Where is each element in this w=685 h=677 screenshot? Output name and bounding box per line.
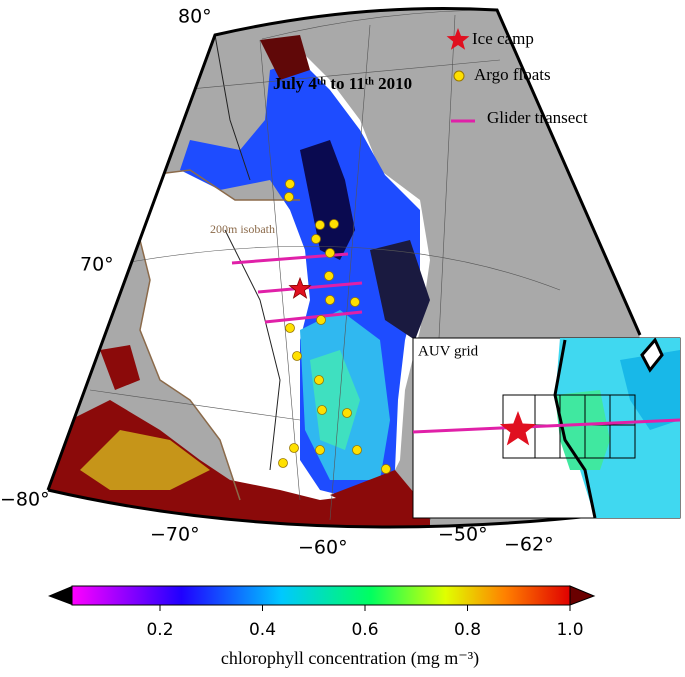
inset-island bbox=[640, 337, 664, 373]
argo-float bbox=[342, 408, 352, 418]
lon-label: −50° bbox=[438, 524, 488, 546]
argo-float bbox=[315, 220, 325, 230]
ocean-bloom bbox=[80, 430, 210, 490]
colorbar-ramp bbox=[71, 585, 571, 606]
argo-float bbox=[381, 464, 391, 474]
colorbar-tick-label: 0.4 bbox=[249, 620, 276, 640]
argo-float bbox=[289, 443, 299, 453]
argo-float bbox=[317, 405, 327, 415]
argo-float bbox=[285, 323, 295, 333]
map-frame bbox=[46, 6, 642, 529]
argo-float bbox=[350, 297, 360, 307]
ocean-bloom bbox=[260, 35, 310, 80]
ocean-low bbox=[300, 140, 355, 260]
lon-label: −70° bbox=[150, 524, 200, 546]
inset-lon-label: −62° bbox=[504, 534, 554, 556]
argo-float bbox=[329, 219, 339, 229]
legend: Ice camp Argo floats Glider transect bbox=[446, 28, 588, 127]
argo-float bbox=[292, 351, 302, 361]
ice-camp-marker bbox=[288, 276, 312, 299]
argo-float bbox=[324, 271, 334, 281]
graticule bbox=[89, 9, 561, 521]
ocean-bloom bbox=[100, 345, 140, 390]
colorbar: chlorophyll concentration (mg m⁻³) 0.2 0.… bbox=[48, 585, 596, 669]
glider-line bbox=[257, 281, 363, 294]
coastline bbox=[214, 34, 281, 471]
argo-float bbox=[278, 458, 288, 468]
inset-coast bbox=[553, 339, 597, 519]
colorbar-tick-label: 1.0 bbox=[556, 620, 583, 640]
inset-ice-camp bbox=[499, 411, 537, 446]
argo-float bbox=[325, 295, 335, 305]
inset-glider-line bbox=[412, 418, 681, 434]
colorbar-tick-label: 0.8 bbox=[454, 620, 481, 640]
argo-floats bbox=[278, 179, 391, 474]
inset-ocean-high bbox=[555, 390, 610, 470]
isobath-label: 200m isobath bbox=[210, 222, 275, 236]
argo-float bbox=[316, 315, 326, 325]
colorbar-label: chlorophyll concentration (mg m⁻³) bbox=[221, 648, 479, 669]
lat-label: 80° bbox=[178, 6, 212, 28]
legend-label: Ice camp bbox=[472, 29, 534, 48]
lon-label: −60° bbox=[298, 537, 348, 559]
colorbar-tick-label: 0.6 bbox=[351, 620, 378, 640]
argo-float bbox=[284, 192, 294, 202]
glider-line bbox=[264, 310, 363, 324]
argo-float bbox=[352, 445, 362, 455]
legend-star bbox=[446, 28, 470, 50]
ocean-low bbox=[370, 240, 430, 340]
inset: AUV grid bbox=[412, 337, 681, 519]
argo-float bbox=[311, 234, 321, 244]
isobath bbox=[139, 169, 300, 501]
argo-float bbox=[314, 375, 324, 385]
map-area bbox=[48, 8, 640, 527]
legend-dot bbox=[453, 70, 465, 82]
ocean-bloom bbox=[330, 470, 420, 520]
argo-float bbox=[315, 445, 325, 455]
map-title: July 4ᵗʰ to 11ᵗʰ 2010 bbox=[273, 74, 412, 93]
colorbar-low-end bbox=[48, 586, 72, 605]
lon-label: −80° bbox=[0, 489, 50, 511]
ocean-high bbox=[310, 350, 360, 450]
legend-label: Argo floats bbox=[474, 65, 551, 84]
legend-label: Glider transect bbox=[487, 108, 588, 127]
inset-ocean-mid bbox=[620, 350, 680, 430]
argo-float bbox=[285, 179, 295, 189]
colorbar-high-end bbox=[569, 585, 596, 606]
lat-label: 70° bbox=[80, 254, 114, 276]
colorbar-tick-label: 0.2 bbox=[146, 620, 173, 640]
argo-float bbox=[325, 248, 335, 258]
inset-title: AUV grid bbox=[418, 343, 479, 359]
